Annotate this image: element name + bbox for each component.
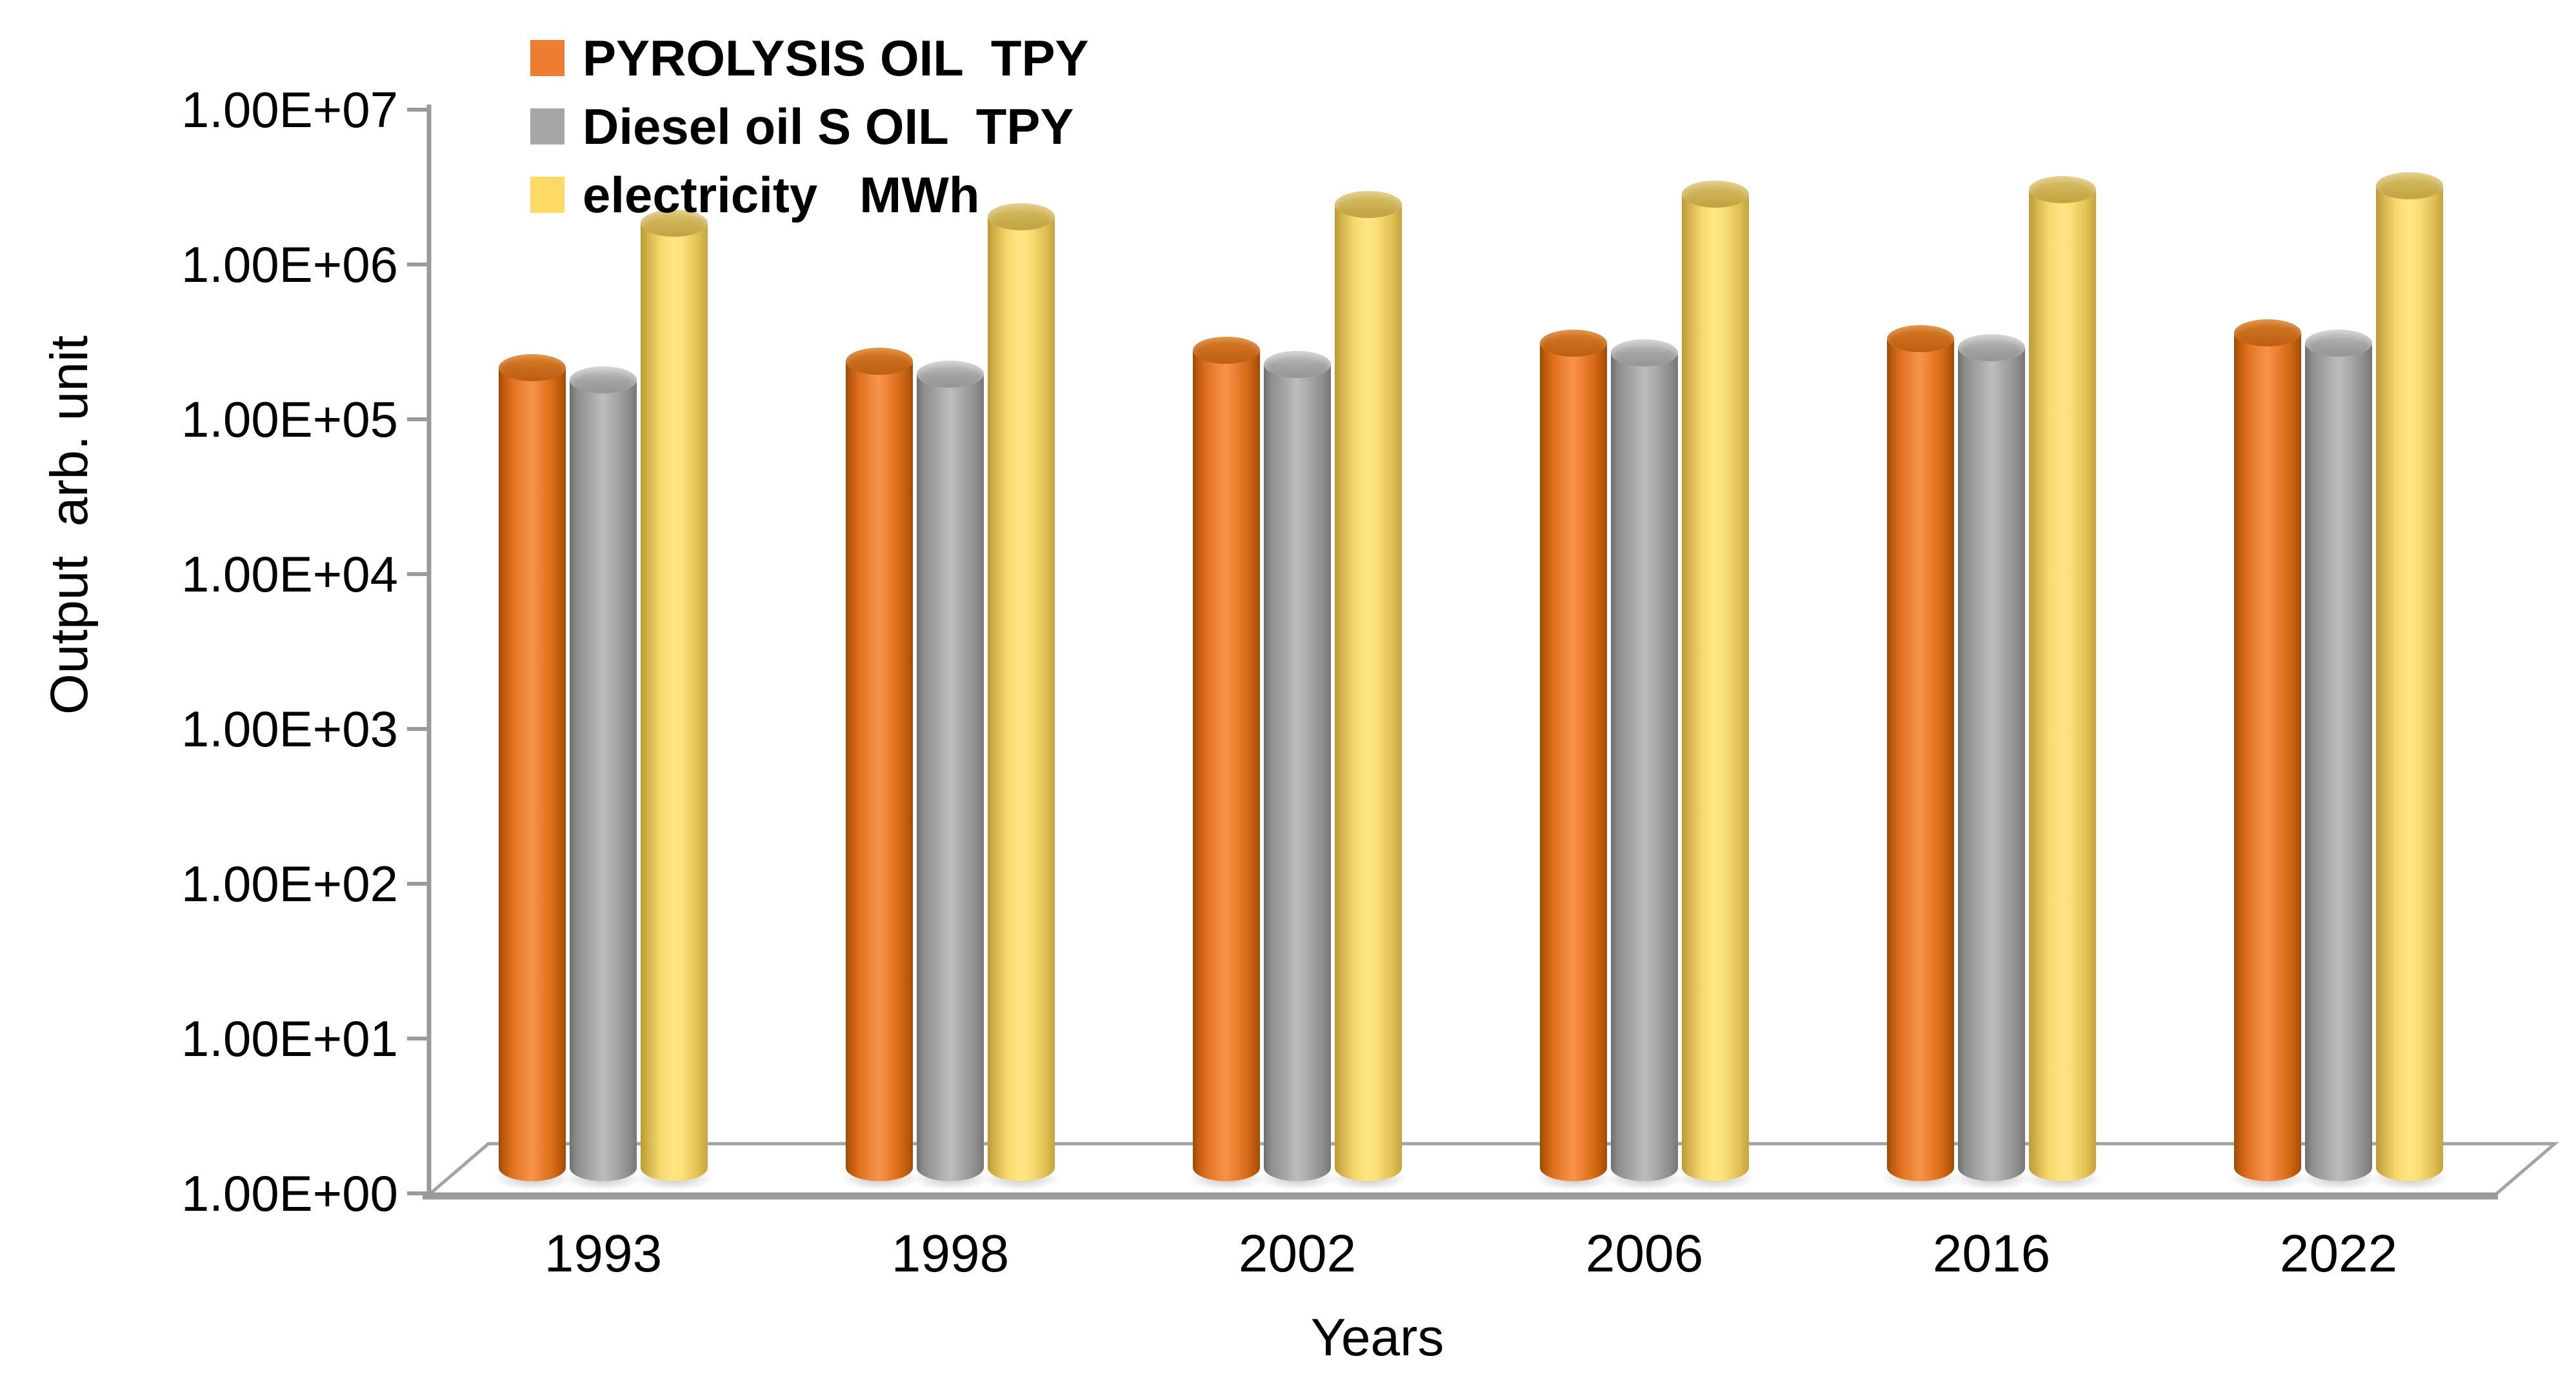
- y-tick-label: 1.00E+07: [181, 81, 398, 138]
- bar-cap-diesel-oil-s-oil-tpy-2016: [1958, 334, 2025, 362]
- x-axis-title: Years: [1310, 1308, 1444, 1367]
- bar-pyrolysis-oil-tpy-1993: [499, 367, 566, 1181]
- bar-pyrolysis-oil-tpy-2022: [2234, 332, 2301, 1181]
- y-tick-label: 1.00E+05: [181, 391, 398, 448]
- y-tick-label: 1.00E+01: [181, 1010, 398, 1067]
- bar-diesel-oil-s-oil-tpy-2016: [1958, 348, 2025, 1181]
- y-tick-label: 1.00E+06: [181, 236, 398, 293]
- bar-cap-diesel-oil-s-oil-tpy-2006: [1611, 339, 1678, 366]
- bar-electricity-mwh-2016: [2029, 190, 2096, 1181]
- x-tick-label-2002: 2002: [1238, 1224, 1357, 1283]
- bar-cap-diesel-oil-s-oil-tpy-1998: [917, 361, 984, 388]
- bar-cap-electricity-mwh-1993: [641, 210, 708, 237]
- bar-cap-diesel-oil-s-oil-tpy-2022: [2305, 329, 2372, 357]
- bar-cap-pyrolysis-oil-tpy-1993: [499, 353, 566, 381]
- legend-item-pyrolysis-oil-tpy: PYROLYSIS OIL TPY: [530, 31, 1089, 85]
- y-tick-label: 1.00E+04: [181, 546, 398, 602]
- y-tick-mark: [407, 108, 429, 112]
- legend-label: electricity MWh: [583, 166, 980, 223]
- y-tick-mark: [407, 572, 429, 576]
- y-tick-mark: [407, 1191, 429, 1195]
- y-tick-label: 1.00E+03: [181, 701, 398, 757]
- y-tick-mark: [407, 882, 429, 886]
- bar-diesel-oil-s-oil-tpy-2006: [1611, 352, 1678, 1181]
- bar-cap-diesel-oil-s-oil-tpy-1993: [570, 366, 637, 394]
- y-tick-mark: [407, 727, 429, 731]
- bar-cap-electricity-mwh-2002: [1335, 191, 1402, 219]
- bar-cap-diesel-oil-s-oil-tpy-2002: [1264, 350, 1331, 378]
- bar-pyrolysis-oil-tpy-2016: [1887, 339, 1954, 1181]
- bar-electricity-mwh-2006: [1682, 194, 1749, 1181]
- bar-diesel-oil-s-oil-tpy-2022: [2305, 343, 2372, 1181]
- bar-cap-electricity-mwh-2006: [1682, 181, 1749, 208]
- x-tick-label-2016: 2016: [1932, 1224, 2051, 1283]
- y-axis-title: Output arb. unit: [40, 335, 99, 715]
- bar-cap-pyrolysis-oil-tpy-2016: [1887, 325, 1954, 353]
- legend-swatch: [530, 108, 564, 144]
- bar-cap-electricity-mwh-2016: [2029, 176, 2096, 204]
- bar-cap-pyrolysis-oil-tpy-2002: [1193, 336, 1260, 364]
- bar-cap-electricity-mwh-2022: [2376, 172, 2443, 199]
- bar-pyrolysis-oil-tpy-1998: [846, 361, 913, 1181]
- bar-cap-pyrolysis-oil-tpy-2022: [2234, 319, 2301, 346]
- x-tick-label-2022: 2022: [2279, 1224, 2398, 1283]
- legend-item-diesel-oil-s-oil-tpy: Diesel oil S OIL TPY: [530, 99, 1073, 154]
- x-tick-label-2006: 2006: [1585, 1224, 1704, 1283]
- bar-pyrolysis-oil-tpy-2006: [1540, 343, 1607, 1181]
- bar-electricity-mwh-2022: [2376, 185, 2443, 1181]
- x-tick-label-1998: 1998: [891, 1224, 1010, 1283]
- x-tick-label-1993: 1993: [544, 1224, 663, 1283]
- bar-electricity-mwh-1998: [988, 216, 1055, 1181]
- bar-pyrolysis-oil-tpy-2002: [1193, 350, 1260, 1181]
- y-tick-mark: [407, 417, 429, 421]
- bar-diesel-oil-s-oil-tpy-2002: [1264, 364, 1331, 1181]
- y-tick-label: 1.00E+02: [181, 855, 398, 912]
- bar-cap-pyrolysis-oil-tpy-2006: [1540, 329, 1607, 357]
- y-tick-mark: [407, 263, 429, 266]
- legend-item-electricity-mwh: electricity MWh: [530, 168, 979, 222]
- bar-cap-pyrolysis-oil-tpy-1998: [846, 347, 913, 375]
- y-tick-label: 1.00E+00: [181, 1165, 398, 1222]
- bar-electricity-mwh-2002: [1335, 204, 1402, 1181]
- legend-label: PYROLYSIS OIL TPY: [583, 30, 1089, 86]
- legend-swatch: [530, 40, 564, 76]
- y-tick-mark: [407, 1037, 429, 1041]
- bar-diesel-oil-s-oil-tpy-1998: [917, 374, 984, 1181]
- bar-electricity-mwh-1993: [641, 223, 708, 1181]
- bar-diesel-oil-s-oil-tpy-1993: [570, 380, 637, 1181]
- legend-swatch: [530, 177, 564, 213]
- legend-label: Diesel oil S OIL TPY: [583, 98, 1074, 155]
- bar-cap-electricity-mwh-1998: [988, 203, 1055, 230]
